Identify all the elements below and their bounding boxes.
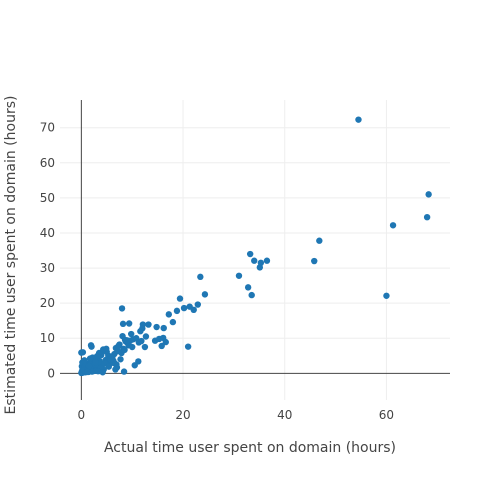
data-point: [115, 343, 121, 349]
data-point: [126, 320, 132, 326]
data-point: [124, 337, 130, 343]
data-point: [138, 338, 144, 344]
data-point: [425, 191, 431, 197]
data-point: [78, 349, 84, 355]
data-point: [87, 355, 93, 361]
data-point: [94, 353, 100, 359]
data-point: [120, 321, 126, 327]
x-tick-label: 60: [379, 408, 394, 422]
data-point: [191, 307, 197, 313]
data-point: [248, 292, 254, 298]
data-point: [264, 258, 270, 264]
data-point: [185, 343, 191, 349]
y-tick-label: 60: [40, 156, 55, 170]
data-point: [84, 369, 90, 375]
data-point: [112, 366, 118, 372]
data-point: [258, 260, 264, 266]
data-point: [355, 116, 361, 122]
y-tick-label: 10: [40, 331, 55, 345]
y-tick-label: 0: [47, 366, 55, 380]
y-tick-label: 20: [40, 296, 55, 310]
data-point: [245, 284, 251, 290]
x-axis-title: Actual time user spent on domain (hours): [104, 440, 396, 456]
data-point: [129, 344, 135, 350]
y-tick-label: 30: [40, 261, 55, 275]
data-point: [316, 238, 322, 244]
data-point: [143, 333, 149, 339]
data-point: [177, 295, 183, 301]
data-point: [117, 356, 123, 362]
data-point: [311, 258, 317, 264]
y-tick-label: 40: [40, 226, 55, 240]
data-point: [100, 369, 106, 375]
x-tick-label: 0: [78, 408, 86, 422]
data-point: [174, 308, 180, 314]
y-tick-label: 70: [40, 121, 55, 135]
data-points: [78, 116, 432, 376]
data-point: [251, 258, 257, 264]
data-point: [383, 293, 389, 299]
data-point: [108, 356, 114, 362]
data-point: [103, 346, 109, 352]
y-tick-label: 50: [40, 191, 55, 205]
data-point: [195, 301, 201, 307]
data-point: [166, 311, 172, 317]
data-point: [247, 251, 253, 257]
data-point: [181, 305, 187, 311]
data-point: [92, 359, 98, 365]
y-axis-title: Estimated time user spent on domain (hou…: [3, 96, 19, 415]
data-point: [121, 368, 127, 374]
data-point: [163, 339, 169, 345]
data-point: [145, 321, 151, 327]
data-point: [128, 331, 134, 337]
data-point: [86, 363, 92, 369]
data-point: [119, 305, 125, 311]
data-point: [424, 214, 430, 220]
data-point: [236, 273, 242, 279]
data-point: [135, 358, 141, 364]
grid-lines: [60, 100, 450, 400]
data-point: [170, 319, 176, 325]
axes: [60, 100, 450, 400]
x-tick-label: 40: [277, 408, 292, 422]
x-tick-label: 20: [175, 408, 190, 422]
tick-labels: 0 10 20 30 40 50 60 70 0 20 40 60: [40, 121, 394, 422]
data-point: [161, 325, 167, 331]
data-point: [142, 344, 148, 350]
data-point: [390, 222, 396, 228]
data-point: [88, 343, 94, 349]
data-point: [139, 325, 145, 331]
data-point: [153, 324, 159, 330]
data-point: [81, 357, 87, 363]
data-point: [202, 291, 208, 297]
data-point: [197, 274, 203, 280]
